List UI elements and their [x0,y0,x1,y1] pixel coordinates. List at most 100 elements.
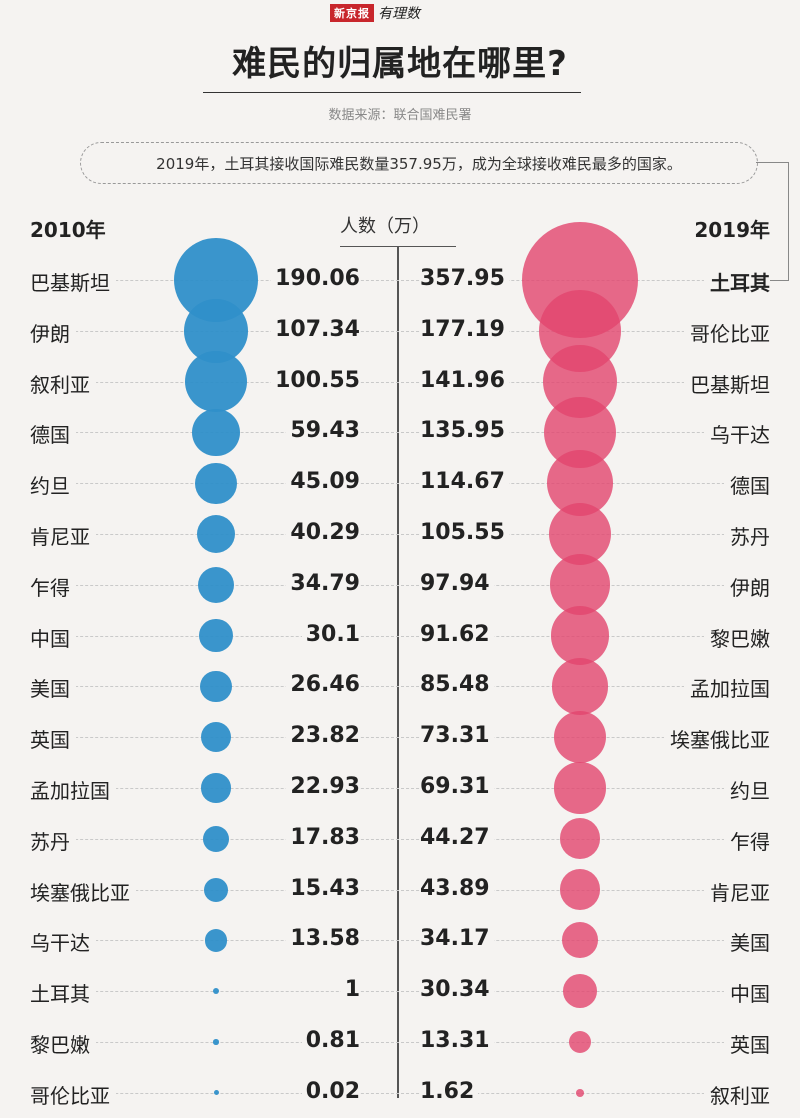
bubble-2019 [550,606,610,665]
value-label-2010: 15.43 [286,875,360,901]
value-label-2010: 34.79 [286,570,360,596]
value-label-2019: 177.19 [420,316,509,342]
country-label-2010: 乍得 [30,571,76,601]
country-label-2019: 孟加拉国 [684,673,770,703]
chart-row: 中国 30.1 91.62 黎巴嫩 [0,611,800,661]
value-label-2010: 23.82 [286,723,360,749]
value-label-2010: 26.46 [286,672,360,698]
bubble-2010 [201,722,231,753]
center-axis-line [397,246,399,1098]
chart-row: 孟加拉国 22.93 69.31 约旦 [0,763,800,813]
country-label-2019: 哥伦比亚 [684,317,770,347]
row-guide-line [30,1092,770,1094]
chart-row: 叙利亚 100.55 141.96 巴基斯坦 [0,357,800,407]
country-label-2019: 约旦 [724,775,770,804]
value-label-2019: 1.62 [420,1078,479,1104]
year-label-right: 2019年 [694,218,770,242]
country-label-2010: 英国 [30,724,76,754]
country-label-2019: 伊朗 [724,571,770,601]
value-label-2019: 357.95 [420,266,509,291]
country-label-2010: 中国 [30,622,76,652]
value-label-2019: 114.67 [420,469,509,495]
bubble-2019 [562,922,598,959]
value-label-2019: 73.31 [420,723,494,749]
data-source: 数据来源：联合国难民署 [328,108,472,123]
value-label-2010: 40.29 [286,520,360,545]
row-guide-line [30,635,770,637]
row-guide-line [30,584,770,586]
country-label-2010: 埃塞俄比亚 [30,876,136,906]
value-label-2019: 85.48 [420,672,494,698]
country-label-2010: 孟加拉国 [30,775,116,804]
row-guide-line [30,686,770,688]
country-label-2010: 叙利亚 [30,368,96,398]
chart-row: 黎巴嫩 0.81 13.31 英国 [0,1017,800,1067]
row-guide-line [30,381,770,383]
row-guide-line [30,432,770,434]
brand-logo: 新京报 有理数 [330,4,420,22]
bubble-2019 [563,974,597,1009]
row-guide-line [30,991,770,993]
country-label-2019: 黎巴嫩 [704,622,770,652]
chart-row: 约旦 45.09 114.67 德国 [0,458,800,508]
title-underline [203,92,581,93]
country-label-2010: 土耳其 [30,978,96,1008]
country-label-2019: 苏丹 [724,521,770,550]
bubble-2010 [197,566,235,603]
bubble-2019 [554,762,606,814]
value-label-2010: 22.93 [286,774,360,799]
value-label-2010: 107.34 [271,316,360,342]
chart-row: 肯尼亚 40.29 105.55 苏丹 [0,509,800,559]
chart-row: 苏丹 17.83 44.27 乍得 [0,814,800,864]
value-label-2019: 44.27 [420,824,494,850]
bubble-2010 [196,514,236,554]
value-label-2010: 100.55 [271,367,360,393]
value-label-2019: 91.62 [420,621,494,647]
value-label-2010: 190.06 [271,266,360,291]
row-guide-line [30,838,770,840]
country-label-2010: 约旦 [30,470,76,500]
country-label-2019: 土耳其 [704,267,770,296]
country-label-2010: 德国 [30,419,76,449]
row-guide-line [30,737,770,739]
unit-label: 人数（万） [340,216,430,237]
country-label-2019: 乌干达 [704,419,770,449]
value-label-2019: 105.55 [420,520,509,545]
value-label-2019: 30.34 [420,977,494,1003]
bubble-2019 [559,869,601,910]
bubble-2010 [185,350,247,413]
bubble-2010 [212,988,220,995]
value-label-2010: 59.43 [286,418,360,444]
bubble-2019 [553,710,607,764]
bubble-2010 [201,773,231,803]
bubble-2010 [213,1090,219,1096]
bubble-2019 [576,1088,584,1097]
chart-row: 德国 59.43 135.95 乌干达 [0,407,800,457]
value-label-2010: 1 [340,977,360,1003]
country-label-2019: 埃塞俄比亚 [664,724,770,754]
value-label-2010: 13.58 [286,926,360,952]
country-label-2010: 乌干达 [30,927,96,957]
country-label-2010: 巴基斯坦 [30,267,116,296]
country-label-2019: 巴基斯坦 [684,368,770,398]
bubble-2019 [549,554,611,616]
bubble-2010 [200,670,232,703]
value-label-2019: 97.94 [420,570,494,596]
chart-row: 乌干达 13.58 34.17 美国 [0,915,800,965]
value-label-2010: 0.81 [301,1028,360,1053]
country-label-2019: 中国 [724,978,770,1008]
chart-row: 英国 23.82 73.31 埃塞俄比亚 [0,712,800,762]
chart-row: 埃塞俄比亚 15.43 43.89 肯尼亚 [0,865,800,915]
chart-row: 伊朗 107.34 177.19 哥伦比亚 [0,306,800,356]
row-guide-line [30,330,770,332]
country-label-2010: 美国 [30,673,76,703]
bubble-2019 [568,1030,592,1054]
value-label-2019: 34.17 [420,926,494,952]
country-label-2019: 美国 [724,927,770,957]
country-label-2010: 肯尼亚 [30,521,96,550]
brand-column-name: 有理数 [378,6,420,22]
value-label-2019: 43.89 [420,875,494,901]
value-label-2019: 13.31 [420,1028,494,1053]
callout-connector [756,162,789,281]
value-label-2010: 45.09 [286,469,360,495]
